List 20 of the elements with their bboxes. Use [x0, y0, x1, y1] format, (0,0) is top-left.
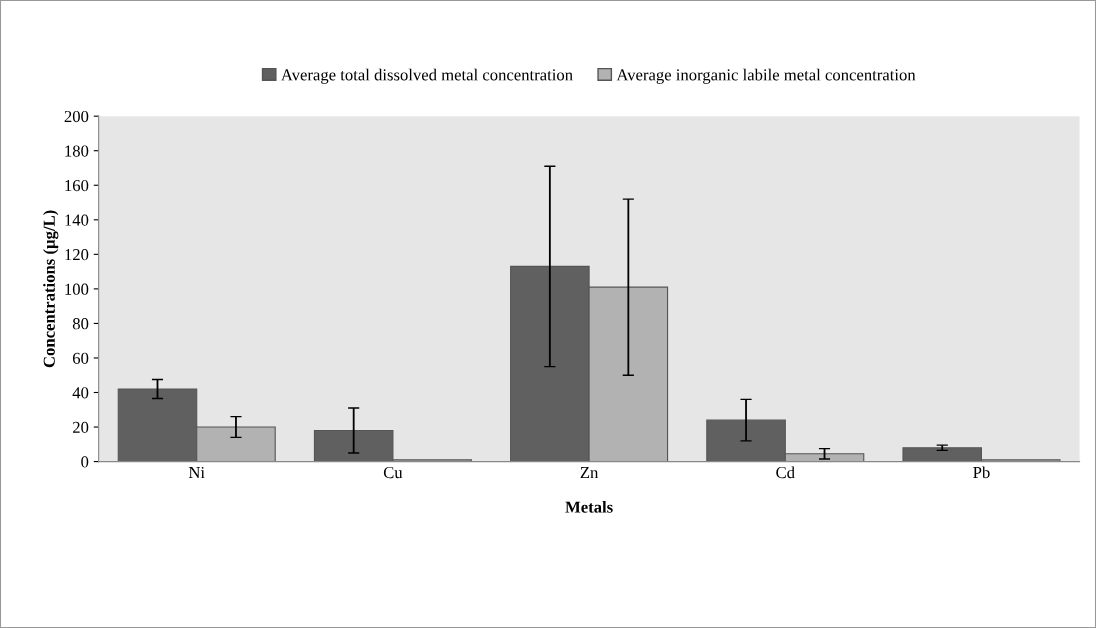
y-tick-label: 40: [72, 387, 89, 399]
legend-label: Average inorganic labile metal concentration: [616, 68, 916, 84]
y-axis-title: Concentrations (µg/L): [43, 210, 59, 368]
x-tick-label: Cu: [383, 466, 403, 479]
x-tick-label: Pb: [973, 466, 990, 479]
y-tick-label: 120: [65, 249, 89, 261]
y-tick-label: 200: [64, 110, 89, 123]
y-tick-label: 20: [72, 421, 89, 433]
x-tick-label: Zn: [580, 467, 599, 479]
x-axis-title: Metals: [565, 501, 613, 513]
y-tick-label: 80: [72, 318, 89, 330]
legend-label: Average total dissolved metal concentration: [281, 68, 573, 84]
y-tick-label: 140: [65, 214, 89, 226]
y-tick-label: 60: [72, 352, 89, 364]
y-tick-label: 100: [65, 283, 89, 295]
y-tick-label: 160: [65, 179, 89, 192]
x-tick-label: Cd: [776, 466, 795, 479]
x-tick-label: Ni: [188, 466, 205, 479]
y-tick-label: 180: [65, 145, 89, 157]
y-tick-label: 0: [81, 456, 89, 468]
